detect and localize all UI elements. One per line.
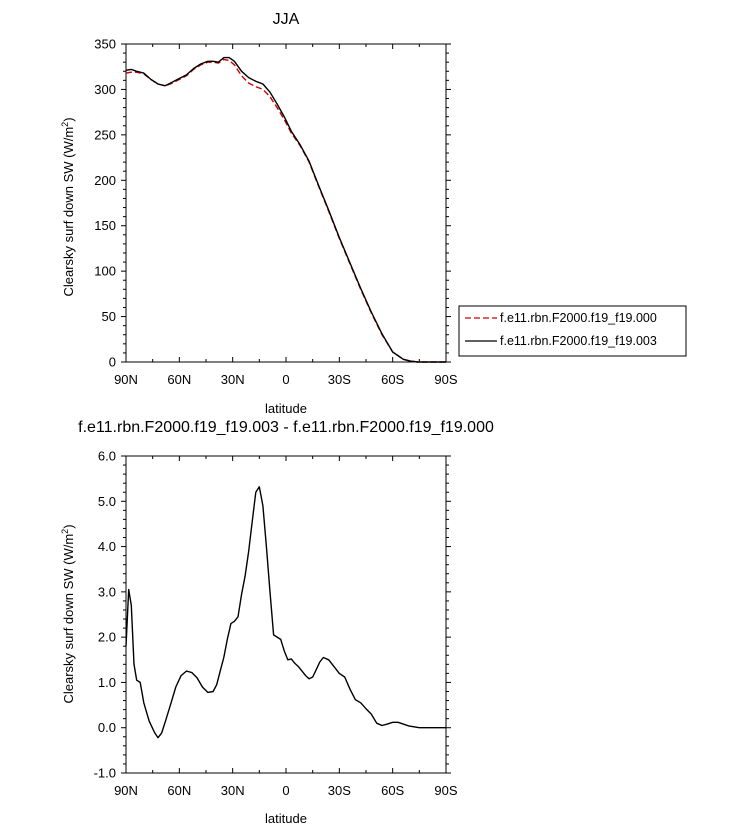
top-xtick-label: 90S: [434, 372, 457, 387]
top-ytick-label: 100: [94, 264, 116, 279]
top-chart-xlabel: latitude: [265, 401, 307, 416]
top-ytick-label: 350: [94, 37, 116, 52]
top-plot-frame: [125, 43, 447, 363]
top-xtick-label: 0: [282, 372, 289, 387]
legend-label-series-1: f.e11.rbn.F2000.f19_f19.003: [500, 334, 657, 348]
bottom-xtick-label: 60N: [167, 783, 191, 798]
top-series-line-1: [125, 56, 446, 363]
top-ytick-label: 300: [94, 82, 116, 97]
legend-box: [458, 305, 687, 357]
top-chart-panel: JJA Clearsky surf down SW (W/m2) latitud…: [60, 11, 458, 416]
bottom-ytick-label: 5.0: [98, 494, 116, 509]
top-ytick-label: 50: [102, 309, 116, 324]
top-xtick-label: 30S: [328, 372, 351, 387]
top-xtick-label: 30N: [221, 372, 245, 387]
top-xtick-label: 60S: [381, 372, 404, 387]
bottom-ytick-label: 1.0: [98, 675, 116, 690]
bottom-plot-frame: [125, 455, 447, 774]
bottom-xtick-label: 90S: [434, 783, 457, 798]
top-chart-title: JJA: [273, 11, 300, 28]
bottom-xtick-label: 30S: [328, 783, 351, 798]
top-xtick-label: 60N: [167, 372, 191, 387]
bottom-chart-xlabel: latitude: [265, 811, 307, 826]
top-ytick-label: 0: [109, 355, 116, 370]
bottom-chart-title: f.e11.rbn.F2000.f19_f19.003 - f.e11.rbn.…: [78, 419, 494, 436]
bottom-ytick-label: 3.0: [98, 584, 116, 599]
top-xtick-label: 90N: [114, 372, 138, 387]
bottom-ytick-label: -1.0: [94, 766, 116, 781]
bottom-ytick-label: 0.0: [98, 720, 116, 735]
top-ytick-label: 150: [94, 218, 116, 233]
bottom-chart-ylabel: Clearsky surf down SW (W/m2): [60, 524, 76, 703]
bottom-ytick-label: 6.0: [98, 449, 116, 464]
top-chart-ylabel: Clearsky surf down SW (W/m2): [60, 117, 76, 296]
bottom-ytick-label: 4.0: [98, 539, 116, 554]
bottom-xtick-label: 90N: [114, 783, 138, 798]
bottom-series-line-0: [125, 486, 446, 739]
bottom-ytick-label: 2.0: [98, 630, 116, 645]
bottom-xtick-label: 60S: [381, 783, 404, 798]
top-series-line-0: [125, 58, 446, 363]
bottom-xtick-label: 30N: [221, 783, 245, 798]
bottom-chart-panel: f.e11.rbn.F2000.f19_f19.003 - f.e11.rbn.…: [60, 419, 494, 826]
bottom-xtick-label: 0: [282, 783, 289, 798]
top-ytick-label: 200: [94, 173, 116, 188]
legend-label-series-0: f.e11.rbn.F2000.f19_f19.000: [500, 311, 657, 325]
legend: f.e11.rbn.F2000.f19_f19.000 f.e11.rbn.F2…: [458, 305, 687, 357]
top-ytick-label: 250: [94, 127, 116, 142]
